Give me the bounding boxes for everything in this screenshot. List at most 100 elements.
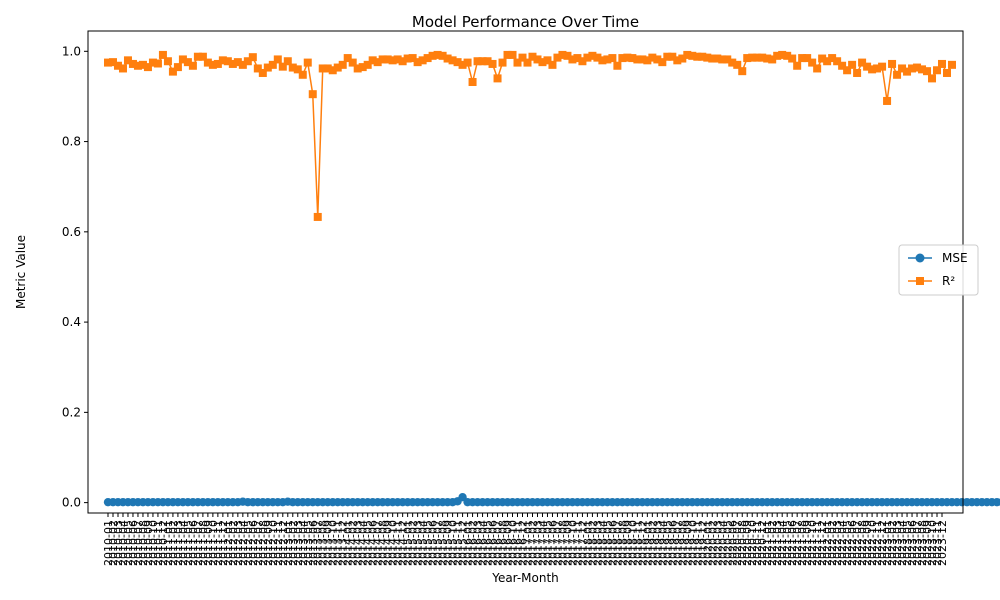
data-point-r2: [533, 55, 542, 64]
x-tick-label: 2016-11: [512, 520, 525, 566]
x-tick-label: 2017-06: [546, 520, 559, 566]
data-point-r2: [438, 51, 447, 60]
data-point-r2: [853, 68, 862, 77]
x-tick-label: 2015-12: [457, 520, 470, 566]
data-point-r2: [203, 58, 212, 67]
data-point-r2: [268, 60, 277, 69]
x-axis-ticks: 2010-012010-022010-032010-042010-052010-…: [102, 513, 949, 566]
data-point-r2: [933, 66, 942, 75]
x-tick-label: 2023-07: [911, 520, 924, 566]
data-point-r2: [293, 65, 302, 74]
x-tick-label: 2019-11: [691, 520, 704, 566]
data-point-r2: [283, 57, 292, 66]
data-point-r2: [893, 70, 902, 79]
data-point-r2: [468, 77, 477, 86]
data-point-r2: [773, 51, 782, 60]
x-tick-label: 2021-01: [761, 520, 774, 566]
x-tick-label: 2018-04: [596, 520, 609, 566]
x-tick-label: 2014-12: [397, 520, 410, 566]
x-tick-label: 2020-06: [726, 520, 739, 566]
x-tick-label: 2017-10: [566, 520, 579, 566]
data-point-r2: [778, 50, 787, 59]
data-point-r2: [113, 61, 122, 70]
legend-label-r2: R²: [942, 274, 955, 288]
data-point-r2: [303, 58, 312, 67]
x-tick-label: 2020-05: [721, 520, 734, 566]
data-point-r2: [543, 56, 552, 65]
x-tick-label: 2016-04: [477, 520, 490, 566]
data-point-r2: [548, 60, 557, 69]
x-tick-label: 2018-10: [626, 520, 639, 566]
data-point-r2: [728, 58, 737, 67]
x-tick-label: 2018-05: [601, 520, 614, 566]
data-point-r2: [473, 57, 482, 66]
data-point-r2: [568, 55, 577, 64]
x-tick-label: 2020-03: [711, 520, 724, 566]
x-tick-label: 2010-11: [152, 520, 165, 566]
x-tick-label: 2015-11: [452, 520, 465, 566]
data-point-r2: [463, 58, 472, 67]
x-tick-label: 2013-01: [282, 520, 295, 566]
data-point-r2: [383, 55, 392, 64]
data-point-r2: [768, 55, 777, 64]
x-tick-label: 2016-03: [472, 520, 485, 566]
data-point-r2: [323, 64, 332, 73]
x-tick-label: 2015-02: [407, 520, 420, 566]
data-point-r2: [448, 56, 457, 65]
data-point-r2: [913, 63, 922, 72]
x-tick-label: 2013-02: [287, 520, 300, 566]
data-point-r2: [318, 64, 327, 73]
data-point-r2: [188, 61, 197, 70]
x-axis-label: Year-Month: [491, 571, 559, 585]
data-point-r2: [288, 63, 297, 72]
x-tick-label: 2020-04: [716, 520, 729, 566]
x-tick-label: 2023-06: [906, 520, 919, 566]
data-point-r2: [163, 57, 172, 66]
data-point-r2: [848, 60, 857, 69]
x-tick-label: 2010-07: [132, 520, 145, 566]
data-point-r2: [373, 58, 382, 67]
data-point-r2: [513, 58, 522, 67]
data-point-r2: [843, 66, 852, 75]
data-point-r2: [608, 54, 617, 63]
data-point-r2: [648, 53, 657, 62]
data-point-r2: [813, 64, 822, 73]
data-point-r2: [743, 54, 752, 63]
x-tick-label: 2018-11: [631, 520, 644, 566]
x-tick-label: 2017-01: [521, 520, 534, 566]
x-tick-label: 2021-02: [766, 520, 779, 566]
x-tick-label: 2021-10: [806, 520, 819, 566]
x-tick-label: 2021-06: [786, 520, 799, 566]
data-point-r2: [378, 55, 387, 64]
data-point-r2: [738, 67, 747, 76]
x-tick-label: 2010-04: [117, 520, 130, 566]
data-point-r2: [413, 58, 422, 67]
data-point-r2: [873, 64, 882, 73]
data-point-r2: [733, 60, 742, 69]
plot-frame: [87, 30, 964, 514]
data-point-r2: [923, 67, 932, 76]
x-tick-label: 2010-01: [102, 520, 115, 566]
x-tick-label: 2015-03: [412, 520, 425, 566]
data-point-r2: [104, 58, 112, 67]
x-tick-label: 2015-10: [447, 520, 460, 566]
x-tick-label: 2022-06: [846, 520, 859, 566]
x-tick-label: 2014-11: [392, 520, 405, 566]
x-tick-label: 2019-10: [686, 520, 699, 566]
data-point-mse: [997, 498, 1000, 506]
x-tick-label: 2012-07: [252, 520, 265, 566]
legend: MSE R²: [898, 244, 979, 296]
x-tick-label: 2012-09: [262, 520, 275, 566]
data-point-r2: [183, 58, 192, 67]
data-point-r2: [208, 60, 217, 69]
data-point-r2: [623, 53, 632, 62]
data-point-r2: [658, 58, 667, 67]
data-point-r2: [618, 54, 627, 63]
legend-marker-mse: [915, 253, 925, 263]
data-point-r2: [423, 54, 432, 63]
data-point-r2: [628, 54, 637, 63]
x-tick-label: 2019-05: [661, 520, 674, 566]
x-tick-label: 2023-02: [886, 520, 899, 566]
data-point-r2: [683, 50, 692, 59]
x-tick-label: 2012-05: [242, 520, 255, 566]
